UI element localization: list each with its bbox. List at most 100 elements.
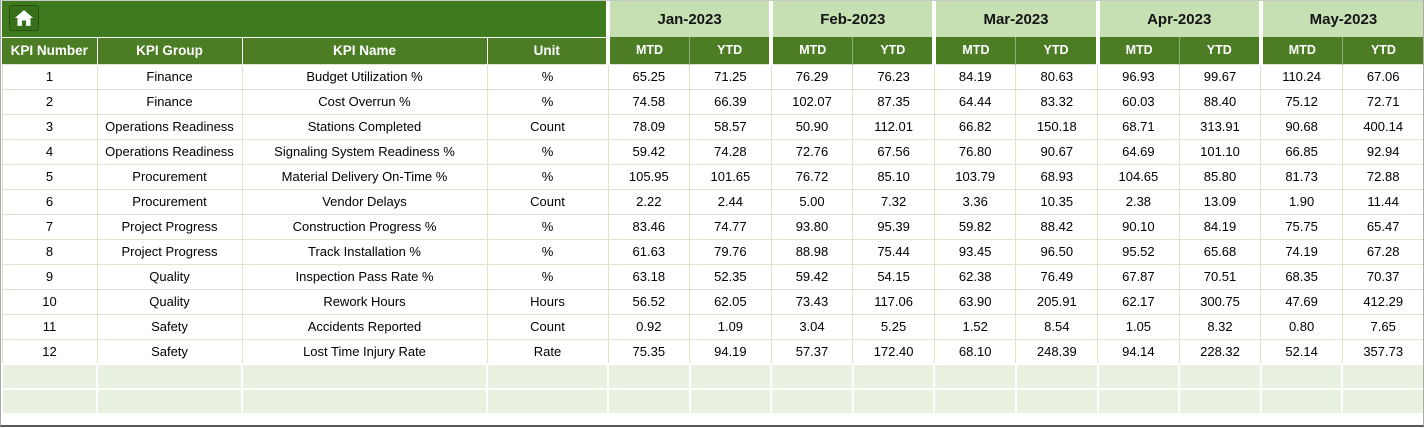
kpi-value-cell[interactable]: 248.39 xyxy=(1015,338,1099,365)
kpi-group-cell[interactable]: Quality xyxy=(96,288,243,315)
kpi-value-cell[interactable]: 68.10 xyxy=(933,338,1017,365)
kpi-value-cell[interactable]: 68.71 xyxy=(1097,113,1180,140)
kpi-value-cell[interactable]: 76.23 xyxy=(852,63,935,90)
empty-cell[interactable] xyxy=(1341,363,1423,390)
kpi-value-cell[interactable]: 67.87 xyxy=(1097,263,1180,290)
kpi-value-cell[interactable]: 90.10 xyxy=(1097,213,1180,240)
kpi-value-cell[interactable]: 76.72 xyxy=(770,163,854,190)
empty-cell[interactable] xyxy=(96,388,243,415)
empty-cell[interactable] xyxy=(851,363,936,390)
kpi-value-cell[interactable]: 95.52 xyxy=(1097,238,1180,265)
kpi-name-cell[interactable]: Cost Overrun % xyxy=(241,88,488,115)
kpi-name-cell[interactable]: Lost Time Injury Rate xyxy=(241,338,488,365)
kpi-value-cell[interactable]: 59.42 xyxy=(770,263,854,290)
kpi-value-cell[interactable]: 83.46 xyxy=(607,213,691,240)
kpi-value-cell[interactable]: 172.40 xyxy=(852,338,935,365)
kpi-value-cell[interactable]: 0.80 xyxy=(1260,313,1343,340)
kpi-value-cell[interactable]: 99.67 xyxy=(1178,63,1262,90)
kpi-unit-cell[interactable]: Count xyxy=(486,188,609,215)
kpi-value-cell[interactable]: 102.07 xyxy=(770,88,854,115)
kpi-name-cell[interactable]: Signaling System Readiness % xyxy=(241,138,488,165)
kpi-unit-cell[interactable]: Hours xyxy=(486,288,609,315)
kpi-value-cell[interactable]: 85.80 xyxy=(1178,163,1262,190)
empty-cell[interactable] xyxy=(933,388,1017,415)
kpi-unit-cell[interactable]: Count xyxy=(486,313,609,340)
kpi-value-cell[interactable]: 62.38 xyxy=(933,263,1017,290)
empty-cell[interactable] xyxy=(770,388,854,415)
home-button[interactable] xyxy=(9,4,39,31)
kpi-value-cell[interactable]: 8.54 xyxy=(1015,313,1099,340)
kpi-value-cell[interactable]: 67.56 xyxy=(852,138,935,165)
kpi-value-cell[interactable]: 58.57 xyxy=(689,113,772,140)
kpi-value-cell[interactable]: 70.37 xyxy=(1341,263,1423,290)
kpi-value-cell[interactable]: 150.18 xyxy=(1015,113,1099,140)
kpi-value-cell[interactable]: 84.19 xyxy=(1178,213,1262,240)
kpi-value-cell[interactable]: 56.52 xyxy=(607,288,691,315)
empty-cell[interactable] xyxy=(1,388,98,415)
empty-cell[interactable] xyxy=(1014,388,1099,415)
kpi-value-cell[interactable]: 8.32 xyxy=(1178,313,1262,340)
kpi-value-cell[interactable]: 60.03 xyxy=(1097,88,1180,115)
kpi-value-cell[interactable]: 300.75 xyxy=(1178,288,1262,315)
empty-cell[interactable] xyxy=(1096,363,1181,390)
kpi-name-cell[interactable]: Accidents Reported xyxy=(241,313,488,340)
kpi-value-cell[interactable]: 66.39 xyxy=(689,88,772,115)
empty-cell[interactable] xyxy=(241,363,488,390)
kpi-value-cell[interactable]: 13.09 xyxy=(1178,188,1262,215)
kpi-number-cell[interactable]: 5 xyxy=(1,163,98,190)
kpi-name-cell[interactable]: Material Delivery On-Time % xyxy=(241,163,488,190)
kpi-value-cell[interactable]: 84.19 xyxy=(933,63,1017,90)
empty-cell[interactable] xyxy=(1259,363,1344,390)
kpi-number-cell[interactable]: 7 xyxy=(1,213,98,240)
kpi-value-cell[interactable]: 1.09 xyxy=(689,313,772,340)
kpi-value-cell[interactable]: 74.19 xyxy=(1260,238,1343,265)
empty-cell[interactable] xyxy=(770,363,854,390)
empty-cell[interactable] xyxy=(1096,388,1181,415)
kpi-value-cell[interactable]: 117.06 xyxy=(852,288,935,315)
empty-cell[interactable] xyxy=(1178,363,1262,390)
kpi-unit-cell[interactable]: Count xyxy=(486,113,609,140)
kpi-value-cell[interactable]: 228.32 xyxy=(1178,338,1262,365)
kpi-group-cell[interactable]: Procurement xyxy=(96,188,243,215)
kpi-value-cell[interactable]: 5.25 xyxy=(852,313,935,340)
kpi-value-cell[interactable]: 3.36 xyxy=(933,188,1017,215)
kpi-value-cell[interactable]: 66.85 xyxy=(1260,138,1343,165)
empty-cell[interactable] xyxy=(933,363,1017,390)
kpi-value-cell[interactable]: 85.10 xyxy=(852,163,935,190)
kpi-value-cell[interactable]: 57.37 xyxy=(770,338,854,365)
kpi-group-cell[interactable]: Finance xyxy=(96,88,243,115)
kpi-value-cell[interactable]: 205.91 xyxy=(1015,288,1099,315)
kpi-unit-cell[interactable]: % xyxy=(486,88,609,115)
kpi-unit-cell[interactable]: % xyxy=(486,63,609,90)
kpi-value-cell[interactable]: 64.44 xyxy=(933,88,1017,115)
kpi-value-cell[interactable]: 357.73 xyxy=(1341,338,1423,365)
kpi-value-cell[interactable]: 96.93 xyxy=(1097,63,1180,90)
empty-cell[interactable] xyxy=(1014,363,1099,390)
kpi-number-cell[interactable]: 2 xyxy=(1,88,98,115)
kpi-value-cell[interactable]: 62.05 xyxy=(689,288,772,315)
kpi-value-cell[interactable]: 101.10 xyxy=(1178,138,1262,165)
kpi-value-cell[interactable]: 2.38 xyxy=(1097,188,1180,215)
kpi-name-cell[interactable]: Stations Completed xyxy=(241,113,488,140)
kpi-value-cell[interactable]: 72.76 xyxy=(770,138,854,165)
kpi-value-cell[interactable]: 2.22 xyxy=(607,188,691,215)
kpi-value-cell[interactable]: 63.18 xyxy=(607,263,691,290)
kpi-value-cell[interactable]: 67.06 xyxy=(1341,63,1423,90)
kpi-number-cell[interactable]: 6 xyxy=(1,188,98,215)
empty-cell[interactable] xyxy=(688,363,773,390)
empty-cell[interactable] xyxy=(688,388,773,415)
kpi-value-cell[interactable]: 400.14 xyxy=(1341,113,1423,140)
kpi-value-cell[interactable]: 88.40 xyxy=(1178,88,1262,115)
kpi-value-cell[interactable]: 76.29 xyxy=(770,63,854,90)
kpi-value-cell[interactable]: 72.88 xyxy=(1341,163,1423,190)
kpi-name-cell[interactable]: Budget Utilization % xyxy=(241,63,488,90)
kpi-number-cell[interactable]: 11 xyxy=(1,313,98,340)
kpi-value-cell[interactable]: 64.69 xyxy=(1097,138,1180,165)
kpi-name-cell[interactable]: Construction Progress % xyxy=(241,213,488,240)
empty-cell[interactable] xyxy=(1341,388,1423,415)
empty-cell[interactable] xyxy=(607,363,691,390)
kpi-group-cell[interactable]: Project Progress xyxy=(96,238,243,265)
kpi-value-cell[interactable]: 2.44 xyxy=(689,188,772,215)
kpi-value-cell[interactable]: 74.58 xyxy=(607,88,691,115)
kpi-value-cell[interactable]: 90.68 xyxy=(1260,113,1343,140)
